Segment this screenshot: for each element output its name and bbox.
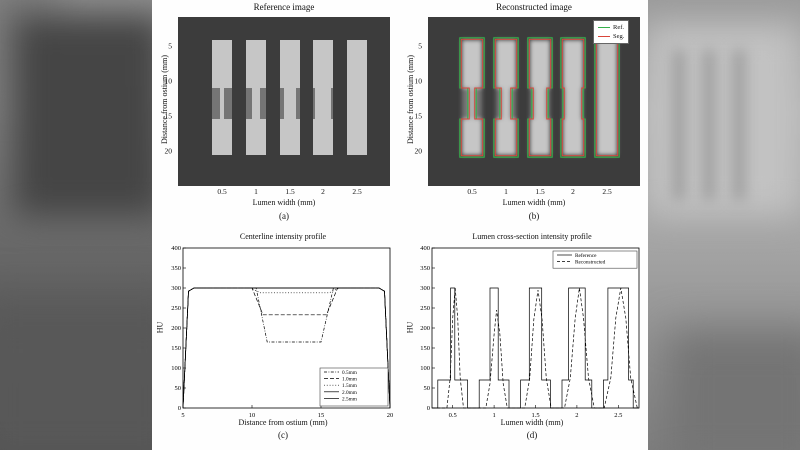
scientific-figure: Reference image Distance from ostium (mm… bbox=[152, 0, 648, 450]
svg-text:50: 50 bbox=[424, 385, 431, 392]
background-blob bbox=[14, 16, 152, 216]
legend-row-seg: Seg. bbox=[598, 32, 624, 41]
svg-text:0: 0 bbox=[178, 405, 181, 412]
panel-b-ytick-labels: 5 10 15 20 bbox=[414, 41, 423, 156]
panel-b-legend: Ref. Seg. bbox=[593, 20, 630, 44]
svg-text:150: 150 bbox=[171, 345, 181, 352]
panel-a-title: Reference image bbox=[253, 2, 315, 12]
svg-text:200: 200 bbox=[171, 325, 181, 332]
panel-d-title: Lumen cross-section intensity profile bbox=[472, 232, 592, 241]
svg-text:400: 400 bbox=[171, 245, 181, 252]
svg-text:10: 10 bbox=[249, 412, 256, 419]
svg-text:Reconstructed: Reconstructed bbox=[575, 260, 606, 266]
reference-image bbox=[178, 17, 390, 186]
svg-text:300: 300 bbox=[420, 285, 430, 292]
panel-c-title: Centerline intensity profile bbox=[239, 232, 327, 241]
svg-text:200: 200 bbox=[420, 325, 430, 332]
svg-text:1.0mm: 1.0mm bbox=[342, 377, 358, 383]
panel-c-caption: (c) bbox=[278, 430, 288, 440]
background-streak bbox=[734, 50, 744, 200]
panel-a-ytick-labels: 5 10 15 20 bbox=[164, 41, 173, 156]
svg-text:350: 350 bbox=[420, 265, 430, 272]
svg-text:1: 1 bbox=[492, 412, 495, 419]
svg-text:0: 0 bbox=[427, 405, 430, 412]
svg-text:100: 100 bbox=[171, 365, 181, 372]
background-blob bbox=[0, 300, 152, 450]
svg-text:250: 250 bbox=[171, 305, 181, 312]
svg-text:2.0mm: 2.0mm bbox=[342, 390, 358, 396]
cross-section-intensity-chart: 0.5 1 1.5 2 2.5 0 50 100 150 200 250 300 350 400 Refer… bbox=[420, 245, 640, 419]
panel-b-title: Reconstructed image bbox=[496, 2, 572, 12]
svg-text:400: 400 bbox=[420, 245, 430, 252]
svg-text:5: 5 bbox=[181, 412, 184, 419]
background-blob bbox=[648, 25, 800, 215]
svg-text:Reference: Reference bbox=[575, 252, 597, 259]
svg-text:50: 50 bbox=[175, 385, 182, 392]
ref-contour-line-icon bbox=[598, 27, 610, 28]
svg-text:15: 15 bbox=[318, 412, 325, 419]
svg-text:300: 300 bbox=[171, 285, 181, 292]
svg-text:2.5: 2.5 bbox=[614, 412, 622, 419]
blurred-background-left bbox=[0, 0, 152, 450]
background-streak bbox=[704, 50, 714, 200]
svg-text:1.5mm: 1.5mm bbox=[342, 383, 358, 389]
svg-text:100: 100 bbox=[420, 365, 430, 372]
background-streak bbox=[674, 50, 684, 200]
svg-text:150: 150 bbox=[420, 345, 430, 352]
svg-text:20: 20 bbox=[387, 412, 394, 419]
legend-row-ref: Ref. bbox=[598, 23, 624, 32]
svg-text:350: 350 bbox=[171, 265, 181, 272]
svg-text:250: 250 bbox=[420, 305, 430, 312]
panel-a-caption: (a) bbox=[279, 211, 289, 221]
blurred-background-right bbox=[648, 0, 800, 450]
panel-a-xlabel: Lumen width (mm) bbox=[252, 198, 316, 207]
centerline-intensity-chart: 5 10 15 200501001502002503003504000.5mm1.0m… bbox=[171, 245, 394, 419]
panel-b-xlabel: Lumen width (mm) bbox=[502, 198, 566, 207]
svg-text:2.5mm: 2.5mm bbox=[342, 396, 358, 402]
reconstructed-image bbox=[428, 17, 640, 186]
panel-b-xtick-labels: 0.5 1 1.5 2 2.5 bbox=[467, 187, 612, 196]
ref-legend-label: Ref. bbox=[613, 24, 625, 31]
svg-text:0.5mm: 0.5mm bbox=[342, 370, 358, 376]
svg-text:0.5: 0.5 bbox=[449, 412, 457, 419]
panel-d-xlabel: Lumen width (mm) bbox=[500, 418, 564, 427]
panel-a-xtick-labels: 0.5 1 1.5 2 2.5 bbox=[217, 187, 362, 196]
seg-contour-line-icon bbox=[598, 36, 610, 37]
panel-d-caption: (d) bbox=[526, 430, 538, 440]
panel-b-caption: (b) bbox=[528, 211, 540, 221]
background-blob bbox=[668, 330, 800, 450]
panel-c-xlabel: Distance from ostium (mm) bbox=[238, 418, 328, 427]
svg-text:1.5: 1.5 bbox=[531, 412, 539, 419]
seg-legend-label: Seg. bbox=[613, 33, 625, 40]
svg-text:2: 2 bbox=[575, 412, 578, 419]
